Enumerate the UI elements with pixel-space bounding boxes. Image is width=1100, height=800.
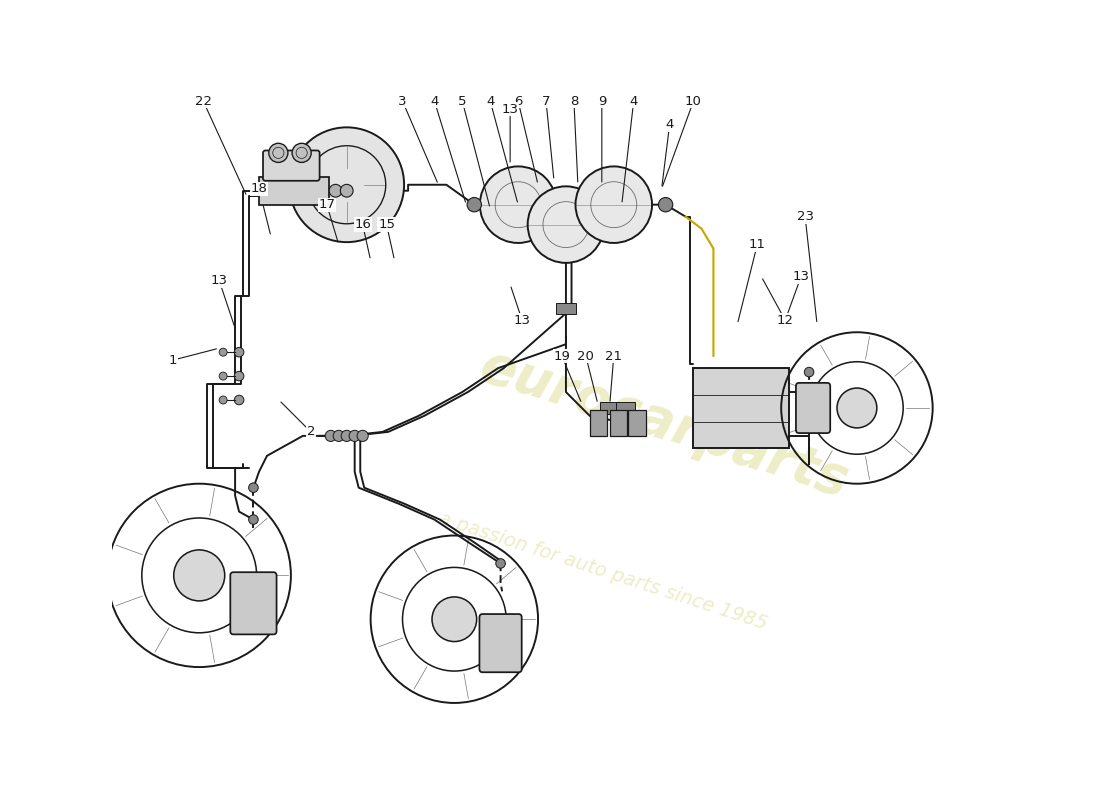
- Circle shape: [249, 483, 258, 493]
- Text: eurocarparts: eurocarparts: [473, 340, 855, 508]
- Bar: [609, 410, 627, 436]
- Text: 20: 20: [578, 350, 594, 362]
- Circle shape: [249, 515, 258, 524]
- Text: 4: 4: [486, 94, 494, 107]
- Circle shape: [329, 184, 342, 197]
- Bar: [601, 402, 619, 414]
- Text: 17: 17: [318, 198, 336, 211]
- Bar: [628, 410, 646, 436]
- Text: 16: 16: [354, 218, 371, 231]
- Text: 3: 3: [398, 94, 407, 107]
- Bar: [258, 177, 329, 205]
- FancyBboxPatch shape: [796, 383, 830, 433]
- Circle shape: [468, 198, 482, 212]
- Circle shape: [219, 396, 227, 404]
- Circle shape: [219, 372, 227, 380]
- Text: 1: 1: [168, 354, 177, 366]
- Circle shape: [234, 347, 244, 357]
- Text: 13: 13: [514, 314, 530, 326]
- Circle shape: [496, 558, 505, 568]
- Text: 13: 13: [211, 274, 228, 287]
- Text: 12: 12: [777, 314, 794, 326]
- Text: 15: 15: [378, 218, 395, 231]
- Text: 13: 13: [502, 102, 518, 115]
- Text: 18: 18: [251, 182, 267, 195]
- Text: 4: 4: [629, 94, 638, 107]
- Text: 2: 2: [307, 426, 315, 438]
- Circle shape: [804, 367, 814, 377]
- Circle shape: [219, 348, 227, 356]
- Circle shape: [289, 127, 404, 242]
- Circle shape: [326, 430, 337, 442]
- Text: 11: 11: [749, 238, 766, 251]
- Circle shape: [349, 430, 361, 442]
- Circle shape: [528, 186, 604, 263]
- FancyBboxPatch shape: [230, 572, 276, 634]
- Circle shape: [333, 430, 344, 442]
- Circle shape: [575, 166, 652, 243]
- Circle shape: [293, 143, 311, 162]
- Circle shape: [480, 166, 557, 243]
- Circle shape: [659, 198, 673, 212]
- Bar: [616, 402, 636, 414]
- Bar: [590, 410, 607, 436]
- Text: 5: 5: [458, 94, 466, 107]
- Text: 4: 4: [430, 94, 439, 107]
- FancyBboxPatch shape: [480, 614, 521, 672]
- Circle shape: [234, 371, 244, 381]
- Bar: [693, 368, 789, 448]
- Text: 6: 6: [514, 94, 522, 107]
- Text: 7: 7: [542, 94, 550, 107]
- Circle shape: [432, 597, 476, 642]
- Circle shape: [341, 430, 352, 442]
- Text: 23: 23: [796, 210, 814, 223]
- Circle shape: [837, 388, 877, 428]
- FancyBboxPatch shape: [263, 150, 320, 181]
- Circle shape: [358, 430, 368, 442]
- Circle shape: [340, 184, 353, 197]
- Circle shape: [174, 550, 224, 601]
- Text: a passion for auto parts since 1985: a passion for auto parts since 1985: [436, 509, 769, 634]
- Circle shape: [268, 143, 288, 162]
- Text: 4: 4: [666, 118, 674, 131]
- Text: 10: 10: [685, 94, 702, 107]
- Text: 13: 13: [793, 270, 810, 283]
- Text: 8: 8: [570, 94, 579, 107]
- Text: 19: 19: [553, 350, 571, 362]
- Text: 9: 9: [597, 94, 606, 107]
- Bar: [557, 302, 575, 314]
- Circle shape: [234, 395, 244, 405]
- Text: 21: 21: [605, 350, 623, 362]
- Text: 22: 22: [195, 94, 211, 107]
